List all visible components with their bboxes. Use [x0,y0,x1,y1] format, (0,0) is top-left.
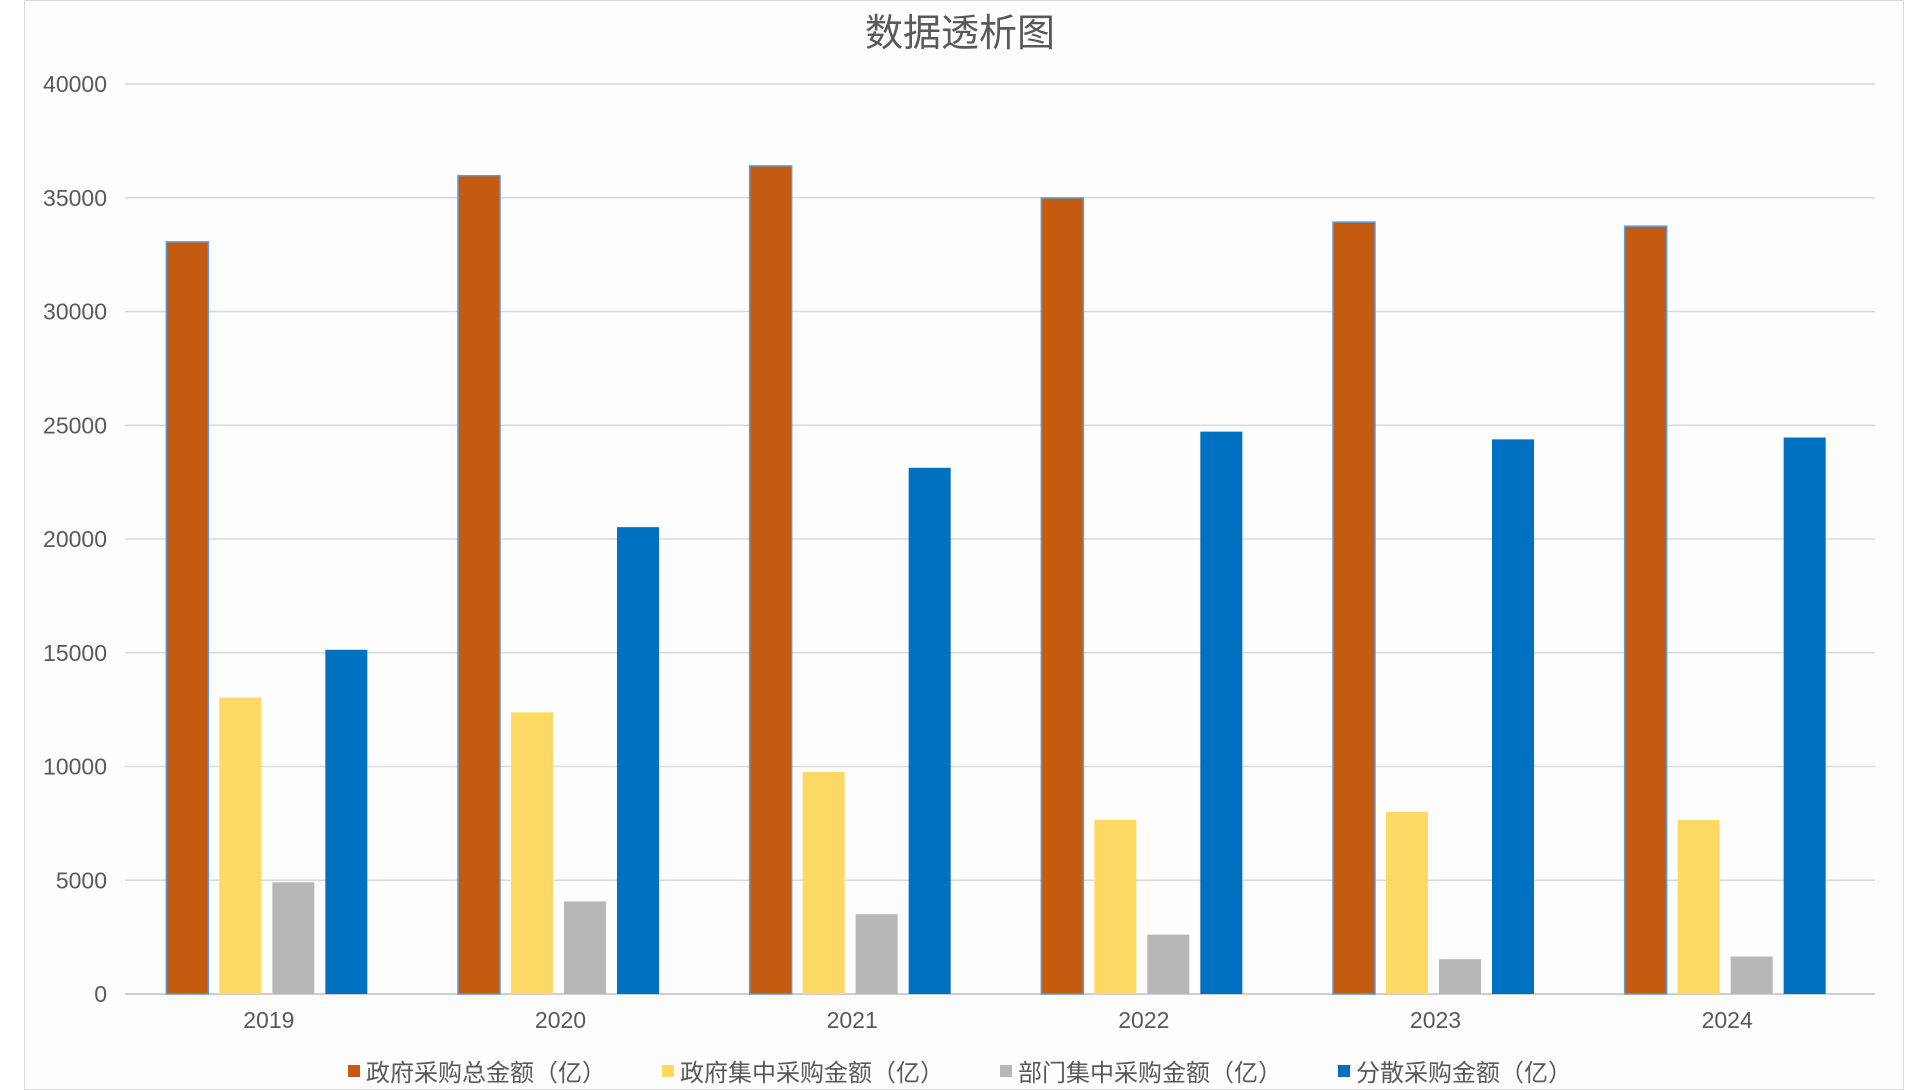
bar-4 [1492,439,1534,995]
legend-item: 政府采购总金额（亿） [348,1053,606,1088]
legend-swatch [1000,1064,1012,1077]
y-tick-label: 5000 [56,867,107,893]
bar-2 [802,771,845,994]
y-tick-label: 20000 [43,526,107,552]
y-tick-label: 10000 [43,754,107,780]
bar-1 [1623,225,1668,995]
y-tick-label: 30000 [43,299,107,325]
y-tick-label: 40000 [43,71,107,97]
x-tick-label: 2019 [243,1007,294,1033]
bar-1 [457,174,501,995]
y-tick-label: 15000 [43,640,107,666]
x-tick-label: 2023 [1410,1007,1461,1033]
x-tick-label: 2022 [1118,1007,1169,1033]
legend-label: 政府集中采购金额（亿） [680,1059,944,1087]
chart-title: 数据透析图 [864,11,1055,55]
bar-3 [1439,959,1481,994]
y-tick-label: 25000 [43,412,107,438]
y-tick-label: 0 [94,981,107,1007]
bar-4 [908,467,951,995]
legend-label: 分散采购金额（亿） [1356,1059,1572,1087]
bar-1 [1332,221,1376,995]
bar-1 [165,241,210,995]
bar-2 [219,697,262,994]
y-tick-label: 35000 [43,185,107,211]
legend-item: 部门集中采购金额（亿） [1000,1053,1282,1088]
legend-label: 政府采购总金额（亿） [366,1059,606,1087]
bar-3 [1730,956,1773,994]
bar-2 [511,712,553,994]
legend-item: 分散采购金额（亿） [1338,1053,1572,1088]
bar-3 [1147,934,1190,994]
bar-4 [1200,431,1243,994]
legend-swatch [348,1064,360,1077]
bar-2 [1094,819,1137,994]
bar-4 [1783,437,1826,994]
x-tick-label: 2024 [1702,1007,1753,1033]
x-tick-label: 2021 [827,1007,878,1033]
bar-3 [855,914,898,994]
bar-2 [1386,811,1428,994]
chart-legend: 政府采购总金额（亿） 政府集中采购金额（亿） 部门集中采购金额（亿） 分散采购金额（亿… [0,1053,1920,1088]
x-tick-label: 2020 [535,1007,586,1033]
legend-swatch [662,1064,674,1077]
legend-swatch [1338,1064,1350,1077]
bar-3 [564,901,606,994]
bar-1 [748,165,793,995]
legend-label: 部门集中采购金额（亿） [1018,1059,1282,1087]
bar-4 [617,527,659,994]
bar-2 [1677,819,1720,994]
bar-3 [272,882,315,994]
legend-item: 政府集中采购金额（亿） [662,1053,944,1088]
bar-4 [325,649,368,994]
bar-1 [1040,197,1085,995]
